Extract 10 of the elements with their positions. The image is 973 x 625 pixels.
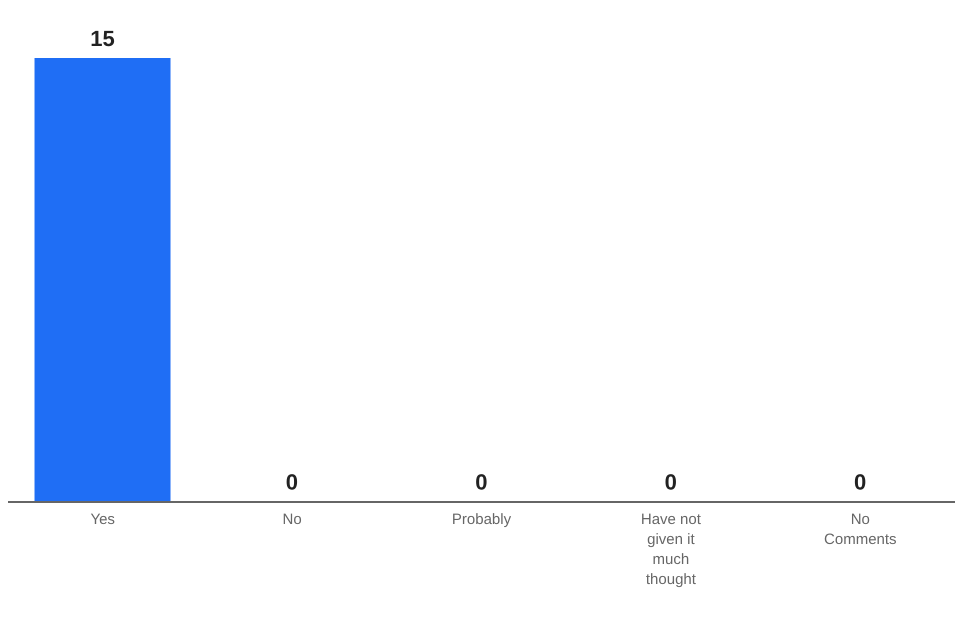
x-tick-label: No Comments	[824, 511, 897, 548]
x-tick-label: Probably	[452, 511, 512, 528]
x-tick-label: Yes	[90, 511, 115, 528]
data-label: 0	[664, 470, 677, 494]
data-label: 0	[475, 470, 488, 494]
data-label: 15	[90, 26, 115, 51]
data-label: 0	[854, 470, 866, 494]
data-label: 0	[286, 470, 298, 494]
x-tick-label: Have not given it much thought	[640, 511, 702, 588]
x-tick-label: No	[282, 511, 302, 528]
